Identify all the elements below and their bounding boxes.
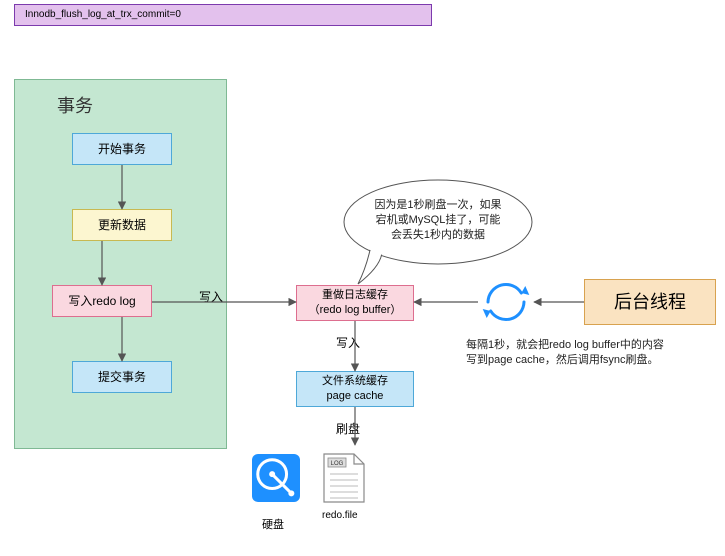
page-cache-l2: page cache [322, 389, 388, 404]
hdd-label: 硬盘 [262, 516, 284, 532]
background-thread: 后台线程 [584, 279, 716, 325]
page-cache: 文件系统缓存 page cache [296, 371, 414, 407]
step-commit: 提交事务 [72, 361, 172, 393]
bg-thread-note: 每隔1秒，就会把redo log buffer中的内容 写到page cache… [466, 338, 664, 369]
page-cache-l1: 文件系统缓存 [322, 374, 388, 389]
redo-file-label: redo.file [322, 510, 358, 521]
step-update: 更新数据 [72, 209, 172, 241]
bg-thread-note-l1: 每隔1秒，就会把redo log buffer中的内容 [466, 338, 664, 353]
refresh-icon [483, 284, 530, 319]
edge-label-write-2: 写入 [336, 334, 360, 351]
hdd-icon [252, 454, 300, 502]
logfile-icon [324, 454, 364, 502]
edge-label-write-1: 写入 [199, 288, 223, 305]
redo-log-buffer-l1: 重做日志缓存 [309, 288, 402, 303]
transaction-group-title: 事务 [57, 92, 93, 118]
svg-text:宕机或MySQL挂了，可能: 宕机或MySQL挂了，可能 [376, 212, 501, 226]
config-header: Innodb_flush_log_at_trx_commit=0 [14, 4, 432, 26]
redo-log-buffer-l2: （redo log buffer） [309, 303, 402, 318]
svg-text:LOG: LOG [331, 461, 344, 467]
step-start: 开始事务 [72, 133, 172, 165]
svg-text:因为是1秒刷盘一次，如果: 因为是1秒刷盘一次，如果 [374, 197, 501, 211]
redo-log-buffer: 重做日志缓存 （redo log buffer） [296, 285, 414, 321]
svg-text:会丢失1秒内的数据: 会丢失1秒内的数据 [391, 227, 485, 241]
edge-label-flush: 刷盘 [336, 420, 360, 437]
bg-thread-note-l2: 写到page cache，然后调用fsync刷盘。 [466, 353, 664, 368]
step-redo: 写入redo log [52, 285, 152, 317]
